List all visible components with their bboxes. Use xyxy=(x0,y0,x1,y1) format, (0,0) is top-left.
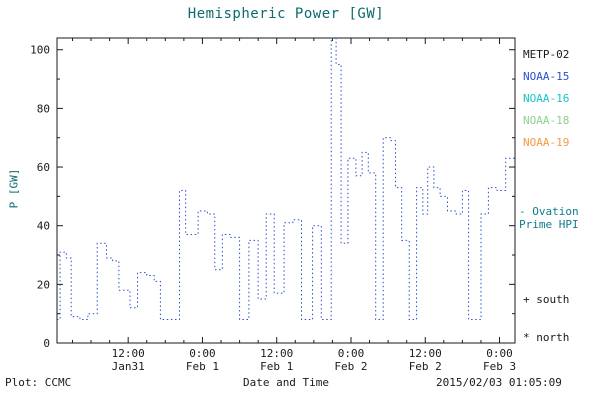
x-tick-time-label: 0:00 xyxy=(338,347,365,360)
north-marker-label: * north xyxy=(523,331,570,344)
legend-item-noaa-18: NOAA-18 xyxy=(523,114,570,127)
y-tick-label: 0 xyxy=(43,337,50,350)
ovation-prime-label: - Ovation Prime HPI xyxy=(519,205,579,231)
plot-box xyxy=(56,37,516,344)
x-axis-label: Date and Time xyxy=(242,376,330,389)
satellite-legend: METP-02 NOAA-15 NOAA-16 NOAA-18 NOAA-19 xyxy=(523,44,569,154)
ovation-label-line2: Prime HPI xyxy=(519,218,579,231)
y-tick-label: 100 xyxy=(30,44,50,57)
x-tick-date-label: Feb 1 xyxy=(186,360,219,373)
x-tick-time-label: 12:00 xyxy=(260,347,293,360)
legend-item-noaa-15: NOAA-15 xyxy=(523,70,570,83)
x-tick-date-label: Jan31 xyxy=(112,360,145,373)
plot-timestamp: 2015/02/03 01:05:09 xyxy=(436,376,562,389)
x-tick-time-label: 0:00 xyxy=(189,347,216,360)
y-tick-label: 80 xyxy=(37,102,50,115)
x-tick-date-label: Feb 2 xyxy=(334,360,367,373)
chart-title: Hemispheric Power [GW] xyxy=(187,6,385,22)
x-tick-time-label: 12:00 xyxy=(409,347,442,360)
legend-item-noaa-16: NOAA-16 xyxy=(523,92,570,105)
x-tick-date-label: Feb 2 xyxy=(409,360,442,373)
y-axis-label: P [GW] xyxy=(7,168,21,209)
x-tick-date-label: Feb 1 xyxy=(260,360,293,373)
plot-source-label: Plot: CCMC xyxy=(5,376,72,389)
legend-item-noaa-19: NOAA-19 xyxy=(523,136,570,149)
y-tick-label: 40 xyxy=(37,220,50,233)
south-marker-label: + south xyxy=(523,293,570,306)
y-tick-label: 60 xyxy=(37,161,50,174)
hpi-step-line xyxy=(57,37,515,320)
legend-item-metp-02: METP-02 xyxy=(523,48,570,61)
y-tick-label: 20 xyxy=(37,278,50,291)
x-tick-date-label: Feb 3 xyxy=(483,360,516,373)
x-tick-time-label: 0:00 xyxy=(486,347,513,360)
x-tick-time-label: 12:00 xyxy=(112,347,145,360)
ovation-label-line1: - Ovation xyxy=(519,205,579,218)
